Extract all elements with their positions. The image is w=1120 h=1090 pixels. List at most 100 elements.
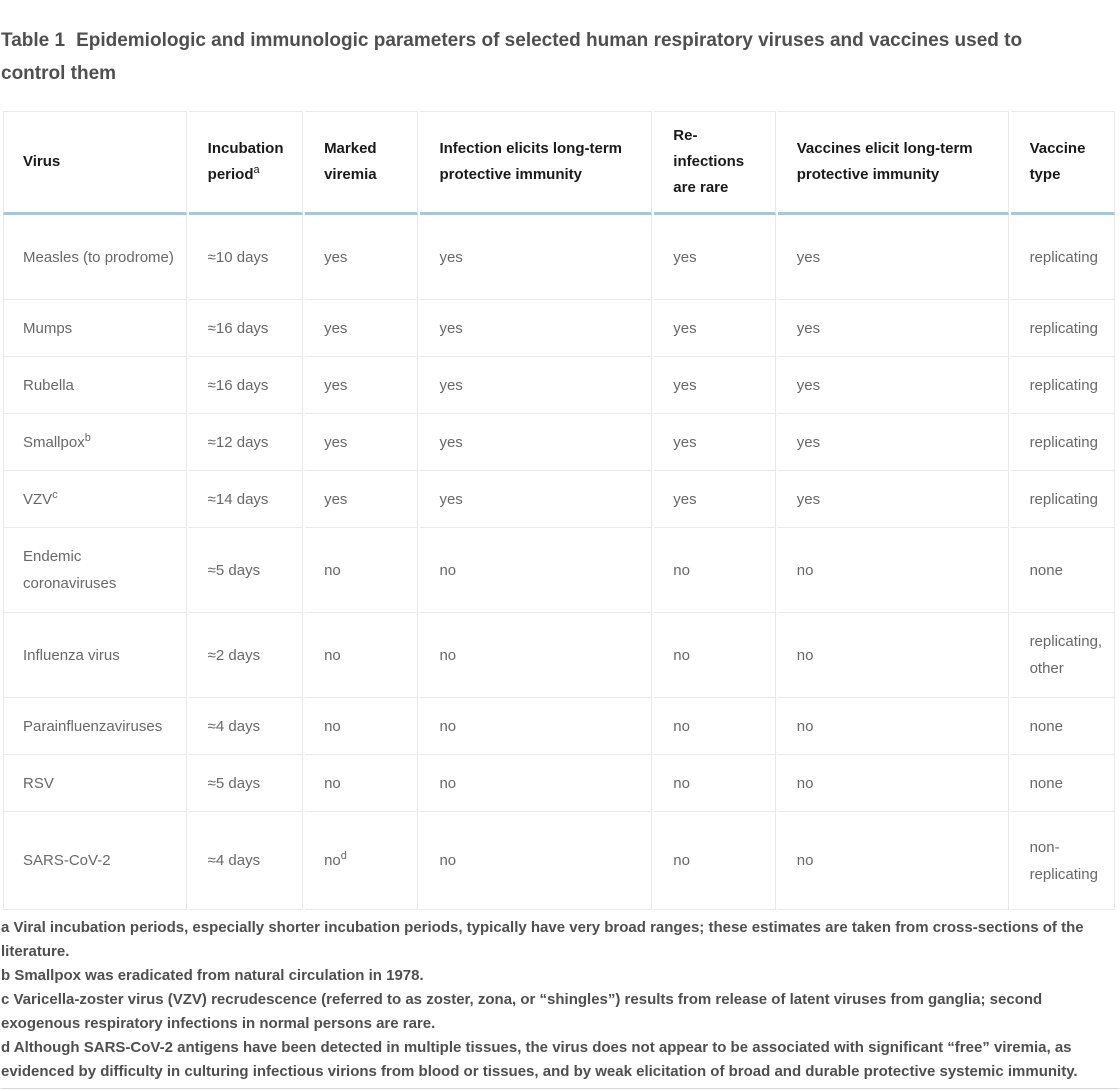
table-row: Measles (to prodrome) ≈10 days yes yes yes ye…: [3, 215, 1115, 300]
table-cell: no: [305, 613, 419, 698]
footnote-marker: b: [84, 431, 91, 444]
cell-text: yes: [439, 490, 463, 508]
table-cell: no: [305, 528, 419, 613]
table-cell: yes: [420, 300, 653, 357]
table-title-text: Epidemiologic and immunologic parameters…: [1, 30, 1023, 84]
table-cell: no: [654, 812, 776, 910]
table-cell: no: [654, 755, 776, 812]
footnote: d Although SARS-CoV-2 antigens have been…: [1, 1039, 1078, 1080]
cell-text: yes: [673, 433, 697, 451]
table-cell: yes: [777, 300, 1009, 357]
cell-text: no: [796, 561, 814, 579]
cell-text: Vaccines elicit long-term protective imm…: [796, 140, 973, 183]
cell-text: no: [673, 717, 690, 735]
table-cell: ≈10 days: [188, 215, 304, 300]
table-cell: replicating, other: [1010, 613, 1115, 698]
cell-text: no: [324, 646, 341, 664]
table-cell: no: [420, 528, 653, 613]
table-cell: yes: [420, 414, 653, 471]
table-cell: none: [1010, 528, 1115, 613]
cell-text: Virus: [23, 153, 61, 170]
table-cell: yes: [305, 471, 419, 528]
table-row: SARS-CoV-2 ≈4 days nod no no no non-replicatin…: [3, 812, 1115, 910]
cell-text: replicating: [1029, 319, 1098, 337]
cell-text: ≈5 days: [207, 561, 261, 579]
cell-text: yes: [796, 376, 821, 394]
cell-text: Influenza virus: [23, 646, 120, 664]
cell-text: RSV: [23, 774, 54, 792]
cell-text: no: [439, 646, 457, 664]
table-cell: ≈4 days: [188, 698, 304, 755]
cell-text: Mumps: [23, 319, 73, 337]
table-row: Influenza virus ≈2 days no no no no replicatin…: [3, 613, 1115, 698]
cell-text: no: [439, 717, 457, 735]
cell-text: Incubation period: [207, 140, 284, 183]
column-header: Vaccine type: [1010, 111, 1115, 215]
table-cell: replicating: [1010, 215, 1115, 300]
table-cell: Parainfluenzaviruses: [3, 698, 187, 755]
cell-text: yes: [439, 248, 463, 266]
table-cell: yes: [420, 471, 653, 528]
cell-text: no: [796, 717, 814, 735]
cell-text: replicating: [1029, 433, 1098, 451]
table-cell: no: [777, 812, 1009, 910]
table-cell: Mumps: [3, 300, 187, 357]
table-row: Rubella ≈16 days yes yes yes yes replicating: [3, 357, 1115, 414]
column-header: Incubation perioda: [188, 111, 304, 215]
cell-text: yes: [796, 433, 821, 451]
cell-text: ≈10 days: [207, 248, 269, 266]
table-cell: no: [777, 528, 1009, 613]
table-cell: no: [777, 613, 1009, 698]
cell-text: ≈16 days: [207, 319, 269, 337]
table-cell: yes: [420, 215, 653, 300]
table-cell: yes: [654, 357, 776, 414]
table-cell: yes: [777, 357, 1009, 414]
cell-text: yes: [673, 376, 697, 394]
cell-text: ≈14 days: [207, 490, 269, 508]
table-cell: yes: [305, 215, 419, 300]
table-cell: replicating: [1010, 471, 1115, 528]
table-cell: none: [1010, 698, 1115, 755]
table-cell: no: [777, 755, 1009, 812]
table-cell: no: [654, 528, 776, 613]
column-header: Marked viremia: [305, 111, 419, 215]
table-label: Table 1: [1, 30, 66, 51]
cell-text: no: [796, 852, 814, 869]
cell-text: no: [673, 646, 690, 664]
cell-text: VZV: [23, 490, 53, 508]
cell-text: yes: [324, 319, 348, 337]
cell-text: yes: [673, 490, 697, 508]
footnote: b Smallpox was eradicated from natural c…: [1, 967, 424, 984]
cell-text: yes: [439, 319, 463, 337]
table-cell: ≈5 days: [188, 755, 304, 812]
cell-text: no: [673, 774, 690, 792]
table-cell: yes: [654, 215, 776, 300]
column-header: Virus: [3, 111, 187, 215]
cell-text: yes: [324, 376, 348, 394]
cell-text: ≈5 days: [207, 774, 261, 792]
table-caption: Table 1 Epidemiologic and immunologic par…: [1, 24, 1061, 90]
cell-text: yes: [796, 248, 821, 266]
column-header: Infection elicits long-term protective i…: [420, 111, 653, 215]
cell-text: no: [673, 852, 690, 869]
column-header: Vaccines elicit long-term protective imm…: [777, 111, 1009, 215]
table-cell: no: [420, 812, 653, 910]
cell-text: Infection elicits long-term protective i…: [439, 140, 622, 183]
cell-text: no: [673, 561, 690, 579]
table-cell: yes: [305, 300, 419, 357]
table-row: Mumps ≈16 days yes yes yes yes replicating: [3, 300, 1115, 357]
table-cell: Measles (to prodrome): [3, 215, 187, 300]
table-cell: no: [305, 755, 419, 812]
table-cell: ≈5 days: [188, 528, 304, 613]
footnote: c Varicella-zoster virus (VZV) recrudesc…: [1, 991, 1043, 1032]
cell-text: Rubella: [23, 376, 74, 394]
cell-text: ≈4 days: [207, 852, 261, 869]
cell-text: no: [439, 852, 457, 869]
cell-text: no: [439, 561, 457, 579]
cell-text: yes: [796, 319, 821, 337]
table-cell: no: [777, 698, 1009, 755]
table-cell: yes: [305, 357, 419, 414]
table-row: VZVc ≈14 days yes yes yes yes replicating: [3, 471, 1115, 528]
table-cell: ≈14 days: [188, 471, 304, 528]
